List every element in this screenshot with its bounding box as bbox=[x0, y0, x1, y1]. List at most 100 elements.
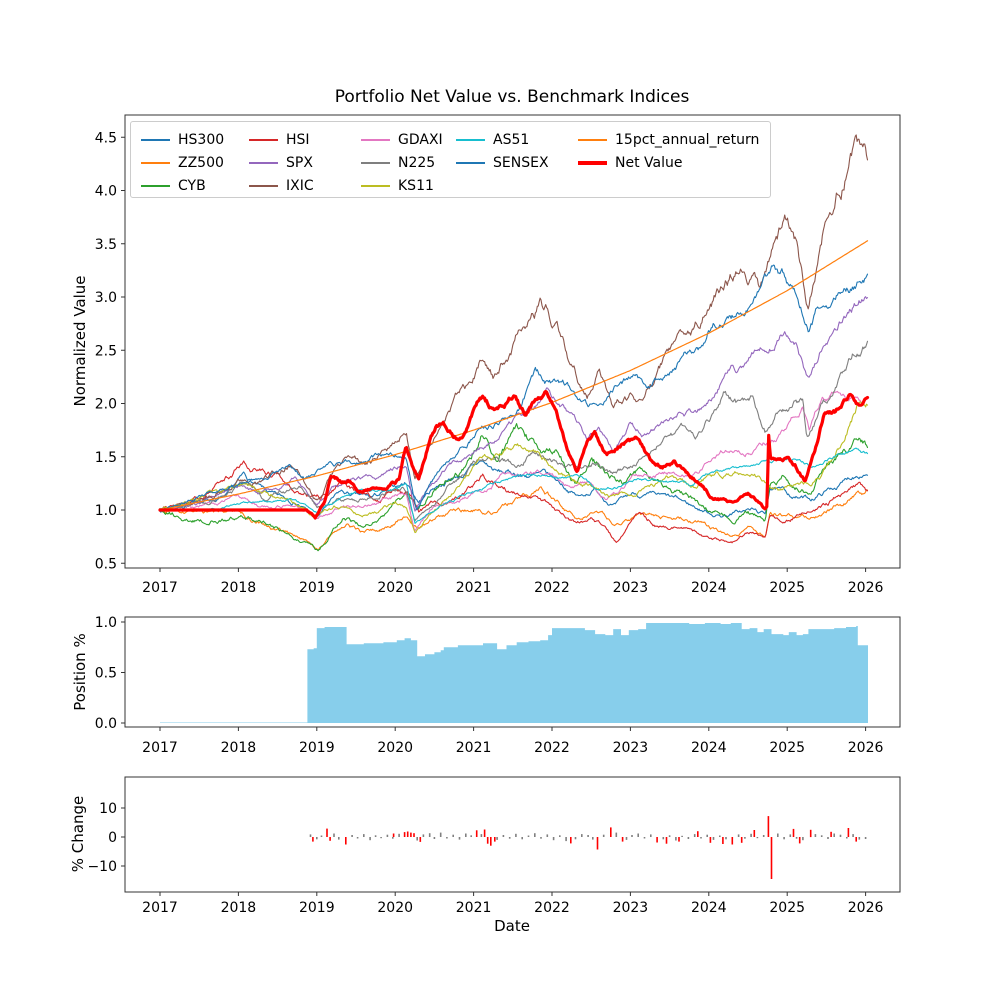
legend-item-as51: AS51 bbox=[456, 128, 529, 151]
change-xlabel: Date bbox=[494, 917, 530, 935]
change-bar-red bbox=[847, 828, 850, 837]
change-bar-gray bbox=[374, 835, 377, 837]
legend-label: SPX bbox=[286, 154, 313, 171]
chg-x-tick-label: 2023 bbox=[613, 900, 649, 916]
change-bar-gray bbox=[675, 837, 677, 841]
change-bar-gray bbox=[783, 837, 785, 840]
series-line-as51 bbox=[159, 447, 869, 524]
legend-swatch-icon bbox=[578, 160, 607, 165]
legend-swatch-icon bbox=[361, 161, 390, 164]
change-bar-gray bbox=[428, 833, 431, 837]
change-bar-red bbox=[490, 837, 492, 846]
change-bar-gray bbox=[789, 834, 792, 837]
change-bar-gray bbox=[416, 837, 418, 841]
change-bar-red bbox=[621, 837, 624, 842]
main-ylabel: Normalized Value bbox=[71, 275, 89, 407]
legend-item-gdaxi: GDAXI bbox=[361, 128, 443, 151]
pos-x-tick-label: 2024 bbox=[691, 740, 727, 756]
change-bar-red bbox=[855, 837, 857, 842]
chg-x-tick-label: 2022 bbox=[534, 900, 570, 916]
change-bar-gray bbox=[534, 833, 536, 837]
change-bar-red bbox=[678, 837, 680, 842]
change-bar-gray bbox=[637, 833, 639, 837]
legend: HS300 ZZ500 CYB HSI SPX IXIC GDAXI N225 KS11 AS51… bbox=[130, 121, 771, 198]
change-bar-red bbox=[665, 837, 668, 844]
main-x-tick-label: 2020 bbox=[377, 580, 413, 596]
change-bar-red bbox=[722, 837, 724, 844]
legend-swatch-icon bbox=[456, 138, 485, 141]
main-x-tick-label: 2017 bbox=[142, 580, 178, 596]
change-bar-gray bbox=[458, 837, 461, 840]
series-line-gdaxi bbox=[159, 390, 869, 532]
main-x-tick-label: 2023 bbox=[613, 580, 649, 596]
change-bar-red bbox=[830, 831, 832, 837]
change-bar-gray bbox=[392, 837, 394, 839]
main-x-tick-label: 2018 bbox=[221, 580, 257, 596]
change-bar-gray bbox=[592, 837, 594, 840]
change-bar-gray bbox=[574, 837, 577, 840]
change-bar-gray bbox=[351, 835, 353, 837]
change-bar-gray bbox=[777, 833, 779, 837]
legend-swatch-icon bbox=[361, 184, 390, 187]
legend-label: N225 bbox=[398, 154, 436, 171]
pos-y-tick-label: 1.0 bbox=[95, 615, 117, 631]
change-bar-gray bbox=[552, 837, 555, 841]
change-bar-gray bbox=[386, 834, 389, 837]
main-y-tick-label: 0.5 bbox=[95, 556, 117, 572]
legend-swatch-icon bbox=[361, 138, 390, 141]
position-area bbox=[160, 623, 868, 723]
change-bar-gray bbox=[559, 835, 561, 837]
legend-item-hs300: HS300 bbox=[141, 128, 224, 151]
change-bar-gray bbox=[508, 837, 511, 839]
change-bar-red bbox=[740, 837, 743, 843]
pos-x-tick-label: 2018 bbox=[221, 740, 257, 756]
change-bar-red bbox=[406, 831, 409, 837]
main-y-tick-label: 2.5 bbox=[95, 343, 117, 359]
change-bar-red bbox=[753, 830, 756, 837]
change-bar-gray bbox=[795, 837, 798, 839]
pos-axes: 2017 2018 2019 2020 2021 2022 2023 2024 2025 2026… bbox=[95, 615, 901, 756]
chg-x-tick-label: 2019 bbox=[299, 900, 335, 916]
change-bar-gray bbox=[333, 833, 335, 837]
chg-y-tick-label: −10 bbox=[87, 859, 117, 875]
main-axes: 2017 2018 2019 2020 2021 2022 2023 2024 2025 2026… bbox=[95, 114, 901, 596]
change-bar-gray bbox=[398, 833, 400, 837]
legend-label: 15pct_annual_return bbox=[615, 131, 760, 148]
change-bar-red bbox=[475, 830, 478, 837]
main-x-tick-label: 2026 bbox=[848, 580, 884, 596]
change-bar-gray bbox=[356, 837, 359, 839]
change-bar-red bbox=[792, 828, 795, 837]
change-bar-gray bbox=[762, 835, 765, 837]
change-bar-gray bbox=[814, 834, 817, 837]
change-bar-gray bbox=[827, 837, 829, 839]
change-bar-gray bbox=[433, 837, 436, 839]
legend-item-ks11: KS11 bbox=[361, 174, 434, 197]
legend-item-hsi: HSI bbox=[249, 128, 310, 151]
legend-swatch-icon bbox=[141, 161, 170, 164]
main-x-tick-label: 2019 bbox=[299, 580, 335, 596]
chg-x-tick-label: 2026 bbox=[848, 900, 884, 916]
change-bar-gray bbox=[452, 834, 454, 837]
position-ylabel: Position % bbox=[71, 633, 89, 711]
change-bar-gray bbox=[668, 835, 671, 837]
main-y-tick-label: 4.5 bbox=[95, 130, 117, 146]
legend-item-ixic: IXIC bbox=[249, 174, 314, 197]
change-bar-red bbox=[329, 837, 331, 841]
change-bar-red bbox=[709, 837, 712, 843]
change-bar-gray bbox=[320, 835, 323, 837]
legend-label: HS300 bbox=[178, 131, 225, 148]
chg-y-tick-label: 10 bbox=[99, 801, 117, 817]
change-bar-gray bbox=[820, 835, 823, 837]
change-bar-red bbox=[483, 829, 486, 837]
legend-swatch-icon bbox=[578, 138, 607, 141]
change-bar-gray bbox=[480, 834, 483, 837]
pos-x-tick-label: 2025 bbox=[769, 740, 805, 756]
change-bar-gray bbox=[681, 835, 683, 837]
change-bar-red bbox=[697, 831, 699, 837]
change-bar-gray bbox=[369, 837, 371, 841]
change-bar-gray bbox=[802, 837, 804, 841]
legend-swatch-icon bbox=[249, 184, 278, 187]
change-bar-gray bbox=[625, 837, 628, 840]
series-line-cyb bbox=[159, 423, 869, 552]
pos-x-tick-label: 2020 bbox=[377, 740, 413, 756]
